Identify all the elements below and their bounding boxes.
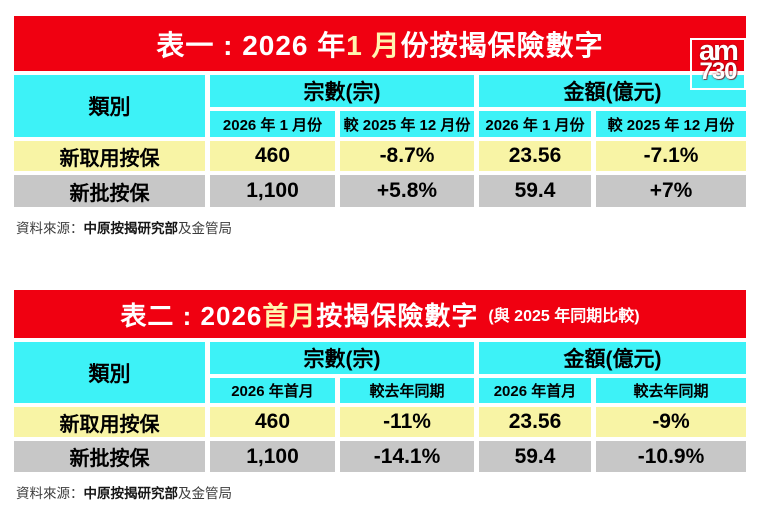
- table1-grid: 類別 宗數(宗) 金額(億元) 2026 年 1 月份 較 2025 年 12 …: [14, 75, 746, 207]
- table1-header-cases-group: 宗數(宗): [210, 75, 474, 107]
- am730-logo: am 730: [690, 35, 746, 90]
- table1-subheader-cases-current: 2026 年 1 月份: [210, 111, 335, 137]
- table1-source-org: 中原按揭研究部: [83, 221, 179, 236]
- table2-row1-cases: 460: [210, 407, 335, 437]
- table2-title-bar: 表二 : 2026 首月 按揭保險數字 (與 2025 年同期比較): [14, 290, 746, 338]
- table2-row2-amount: 59.4: [479, 441, 591, 472]
- table1-section: 表一 : 2026 年 1 月 份按揭保險數字 類別 宗數(宗) 金額(億元) …: [14, 16, 746, 237]
- table1-row1-cases-change: -8.7%: [340, 141, 474, 171]
- table2-row1-cases-change: -11%: [340, 407, 474, 437]
- table1-row1-amount: 23.56: [479, 141, 591, 171]
- table2-row2-amount-change: -10.9%: [596, 441, 746, 472]
- am730-logo-am-text: am: [699, 35, 739, 67]
- table2-row2-cases-change: -14.1%: [340, 441, 474, 472]
- table1-row2-amount-change: +7%: [596, 175, 746, 207]
- table1-row2-cases-change: +5.8%: [340, 175, 474, 207]
- table1-row2-amount: 59.4: [479, 175, 591, 207]
- table2-source-note: 資料來源：中原按揭研究部及金管局: [16, 482, 746, 502]
- table2-subheader-amount-change: 較去年同期: [596, 378, 746, 403]
- table2-row1-amount-change: -9%: [596, 407, 746, 437]
- table1-row2-label: 新批按保: [14, 175, 205, 207]
- table1-title-suffix: 份按揭保險數字: [400, 29, 604, 61]
- table1-source-note: 資料來源：中原按揭研究部及金管局: [16, 217, 746, 237]
- table1-row1-label: 新取用按保: [14, 141, 205, 171]
- table1-subheader-amount-current: 2026 年 1 月份: [479, 111, 591, 137]
- table2-source-prefix: 資料來源：: [16, 486, 84, 501]
- table2-grid: 類別 宗數(宗) 金額(億元) 2026 年首月 較去年同期 2026 年首月 …: [14, 342, 746, 472]
- table2-subheader-amount-current: 2026 年首月: [479, 378, 591, 403]
- am730-logo-730-text: 730: [699, 58, 737, 85]
- table2-subheader-cases-current: 2026 年首月: [210, 378, 335, 403]
- table2-section: 表二 : 2026 首月 按揭保險數字 (與 2025 年同期比較) 類別 宗數…: [14, 290, 746, 502]
- table1-subheader-cases-change: 較 2025 年 12 月份: [340, 111, 474, 137]
- table2-row1-amount: 23.56: [479, 407, 591, 437]
- table1-row1-cases: 460: [210, 141, 335, 171]
- table2-subheader-cases-change: 較去年同期: [340, 378, 474, 403]
- table1-title-bar: 表一 : 2026 年 1 月 份按揭保險數字: [14, 16, 746, 71]
- table2-source-org: 中原按揭研究部: [83, 486, 179, 501]
- table2-title-suffix: 按揭保險數字: [316, 300, 479, 331]
- table2-title-highlight: 首月: [262, 300, 317, 331]
- table2-title-note: (與 2025 年同期比較): [488, 308, 640, 325]
- table2-header-cases-group: 宗數(宗): [210, 342, 474, 374]
- table2-header-amount-group: 金額(億元): [479, 342, 746, 374]
- table1-header-category: 類別: [14, 75, 205, 137]
- table2-row2-label: 新批按保: [14, 441, 205, 472]
- table1-source-prefix: 資料來源：: [16, 221, 84, 236]
- table2-row2-cases: 1,100: [210, 441, 335, 472]
- table1-source-suffix: 及金管局: [178, 221, 232, 236]
- table1-title-highlight: 1 月: [346, 29, 401, 61]
- table1-row2-cases: 1,100: [210, 175, 335, 207]
- table1-header-amount-group: 金額(億元): [479, 75, 746, 107]
- table1-subheader-amount-change: 較 2025 年 12 月份: [596, 111, 746, 137]
- table1-row1-amount-change: -7.1%: [596, 141, 746, 171]
- table2-header-category: 類別: [14, 342, 205, 403]
- table2-title-prefix: 表二 : 2026: [120, 300, 263, 331]
- table2-source-suffix: 及金管局: [178, 486, 232, 501]
- table1-title-prefix: 表一 : 2026 年: [156, 29, 347, 61]
- table2-row1-label: 新取用按保: [14, 407, 205, 437]
